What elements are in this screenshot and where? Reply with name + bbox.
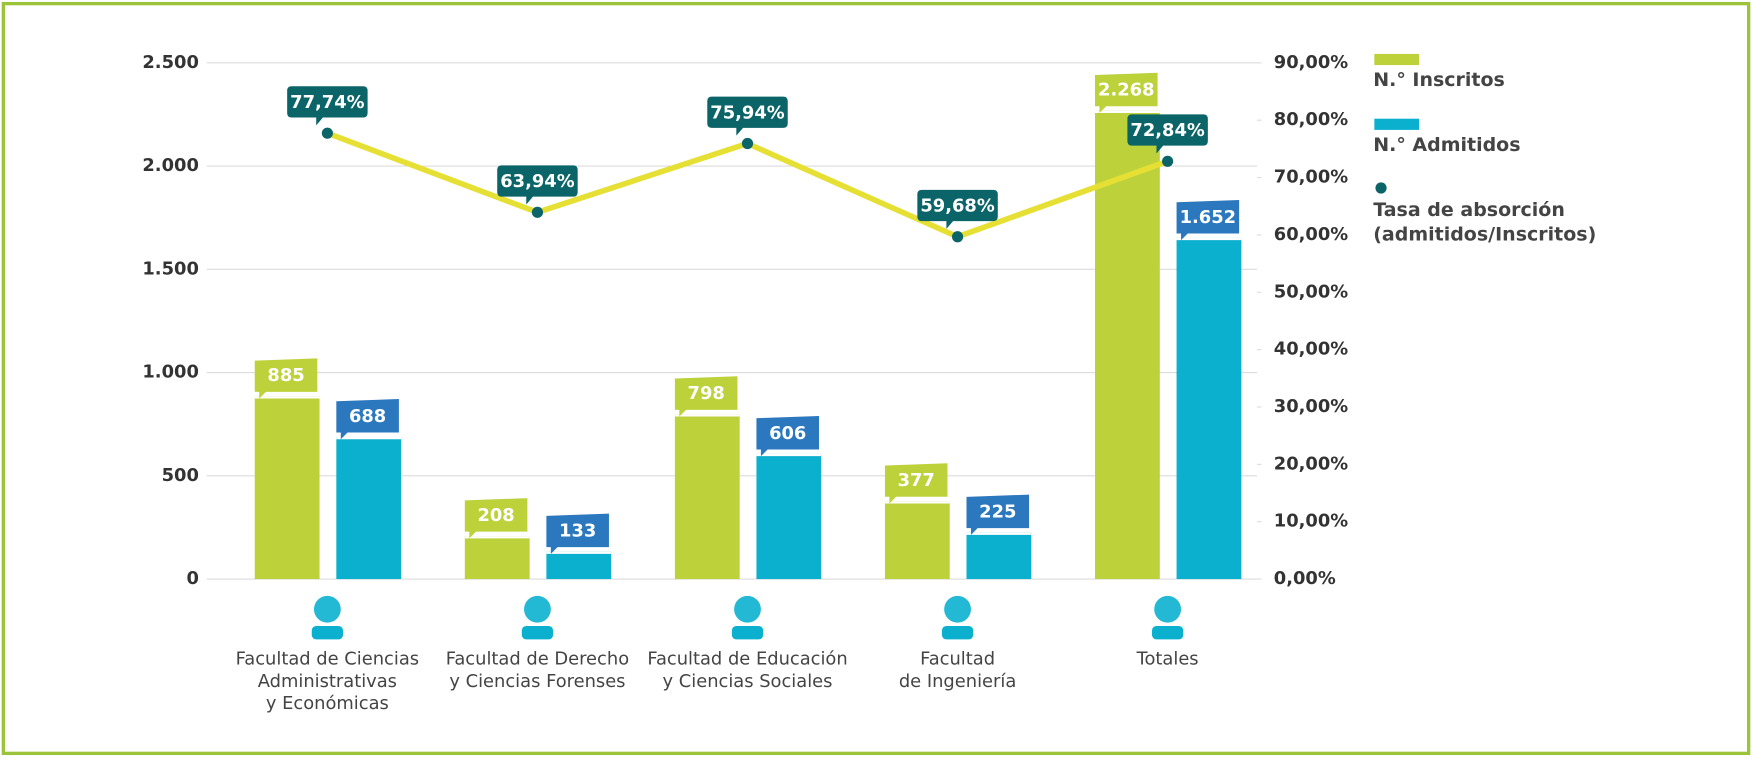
x-tick-label: Facultad [920,649,995,670]
legend-swatch [1374,118,1420,130]
x-tick-label: de Ingeniería [899,671,1016,692]
y2-tick-label: 70,00% [1274,167,1348,188]
value-flag [1095,72,1158,113]
bar [1176,237,1242,580]
value-label: 377 [898,470,935,491]
category-icon [941,595,974,640]
y-tick-label: 1.500 [142,258,199,279]
y2-tick-label: 40,00% [1274,339,1348,360]
bar [1095,110,1160,580]
line-point [951,231,964,243]
icon-part [311,625,344,640]
line-point [741,137,754,150]
y2-tick-label: 20,00% [1274,453,1348,474]
legend-swatch [1374,53,1420,66]
category-icon [1151,595,1184,640]
rate-flag [497,165,578,205]
category-icon [521,595,554,640]
x-tick-label: Facultad de Derecho [446,649,629,670]
x-tick-label: y Ciencias Sociales [663,671,833,692]
value-flag [756,415,820,457]
category-icon [731,595,764,640]
icon-part [944,595,971,623]
bar [884,501,950,580]
value-label: 885 [267,365,304,386]
bar [756,453,822,580]
icon-part [731,625,764,640]
value-flag [1176,199,1240,241]
line-point [531,206,544,218]
x-tick-label: Facultad de Educación [647,649,847,670]
y2-tick-label: 60,00% [1274,224,1348,245]
x-tick-label: Administrativas [258,671,397,692]
y-tick-label: 1.000 [142,362,199,383]
y-tick-label: 0 [186,568,198,589]
value-flag [884,463,948,504]
y2-tick-label: 90,00% [1274,52,1348,73]
y2-tick-label: 10,00% [1274,511,1348,532]
x-tick-label: Facultad de Ciencias [236,649,419,670]
value-label: 798 [688,383,725,404]
value-label: 208 [477,505,514,526]
value-flag [546,513,609,554]
bar [546,551,612,580]
bar [254,396,320,580]
value-flag [674,376,738,417]
legend-label: N.° Inscritos [1373,69,1505,91]
value-label: 606 [769,423,806,444]
icon-part [313,595,341,623]
bar [464,536,530,580]
y2-tick-label: 30,00% [1274,396,1348,417]
icon-part [1154,595,1182,623]
value-label: 225 [979,501,1016,522]
icon-part [941,625,974,640]
y2-tick-label: 0,00% [1274,568,1336,589]
value-label: 133 [559,520,596,541]
icon-part [734,595,761,623]
legend-label: N.° Admitidos [1373,134,1520,156]
rate-flag [1127,114,1208,154]
y-tick-label: 2.000 [142,155,199,176]
value-flag [254,358,318,399]
y-tick-label: 500 [162,465,199,486]
legend-label: Tasa de absorción (admitidos/Inscritos) [1373,199,1597,247]
value-flag [336,399,399,440]
x-tick-label: y Económicas [266,693,389,714]
icon-part [1151,625,1184,640]
y-tick-label: 2.500 [142,52,199,73]
value-flag [464,498,528,539]
rate-label: 72,84% [1130,120,1204,141]
value-label: 2.268 [1098,80,1155,101]
rate-flag [917,189,998,229]
rate-flag [287,86,368,126]
y2-tick-label: 50,00% [1274,281,1348,302]
value-label: 1.652 [1180,207,1237,228]
line-point [321,127,333,139]
legend-marker [1375,182,1387,194]
bar [336,437,402,580]
rate-label: 63,94% [500,171,574,192]
value-flag [966,494,1030,535]
rate-flag [707,96,788,136]
y2-tick-label: 80,00% [1274,109,1348,130]
icon-part [524,595,551,623]
bar [674,414,740,580]
bar [966,532,1032,580]
rate-label: 59,68% [920,196,994,217]
legend-text-box: Tasa de absorción (admitidos/Inscritos) [1373,199,1597,247]
value-label: 688 [349,406,386,427]
category-icon [311,595,344,640]
x-tick-label: y Ciencias Forenses [449,671,625,692]
icon-part [521,625,554,640]
x-tick-label: Totales [1136,649,1199,670]
line-point [1162,155,1174,167]
rate-label: 77,74% [290,92,364,113]
rate-label: 75,94% [710,102,784,123]
